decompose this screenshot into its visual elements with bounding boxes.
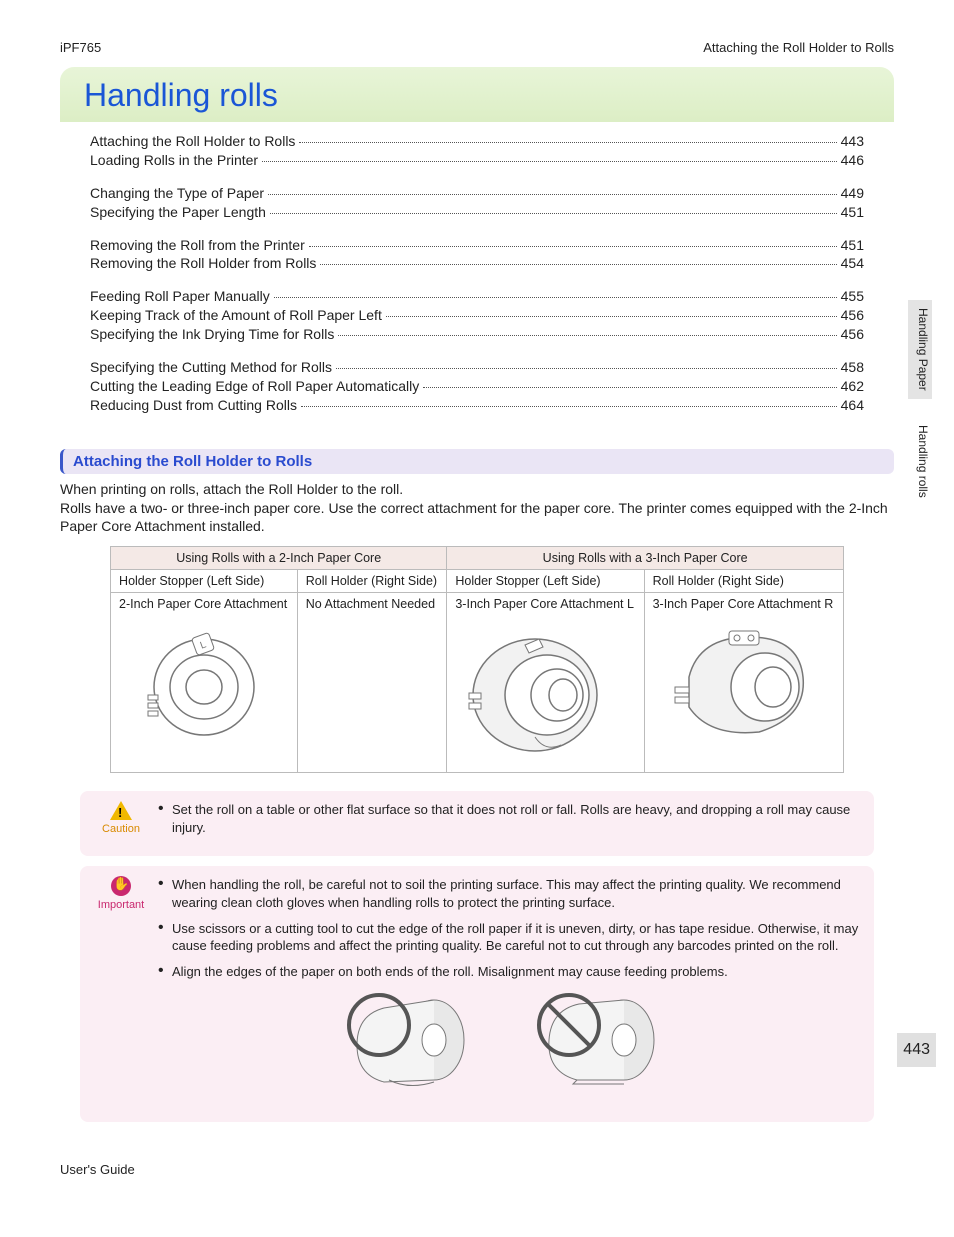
toc-line[interactable]: Attaching the Roll Holder to Rolls 443 xyxy=(90,132,864,151)
toc-title: Loading Rolls in the Printer xyxy=(90,151,258,170)
toc-title: Cutting the Leading Edge of Roll Paper A… xyxy=(90,377,419,396)
toc-page: 443 xyxy=(841,132,864,151)
page-header: iPF765 Attaching the Roll Holder to Roll… xyxy=(60,40,894,55)
attachment-2inch-illustration: L xyxy=(144,617,264,747)
toc-title: Removing the Roll Holder from Rolls xyxy=(90,254,316,273)
attachment-3inch-r-illustration xyxy=(669,617,819,757)
table-row-a: 2-Inch Paper Core Attachment xyxy=(119,597,287,611)
toc-page: 462 xyxy=(841,377,864,396)
toc-line[interactable]: Loading Rolls in the Printer 446 xyxy=(90,151,864,170)
table-of-contents: Attaching the Roll Holder to Rolls443Loa… xyxy=(60,126,894,443)
page-title: Handling rolls xyxy=(84,77,870,114)
header-left: iPF765 xyxy=(60,40,101,55)
page-number: 443 xyxy=(897,1033,936,1067)
toc-title: Specifying the Paper Length xyxy=(90,203,266,222)
table-sub-a: Holder Stopper (Left Side) xyxy=(111,570,298,593)
table-sub-d: Roll Holder (Right Side) xyxy=(644,570,843,593)
toc-page: 451 xyxy=(841,236,864,255)
toc-page: 454 xyxy=(841,254,864,273)
important-item: When handling the roll, be careful not t… xyxy=(158,876,860,911)
table-sub-b: Roll Holder (Right Side) xyxy=(297,570,447,593)
table-row-c: 3-Inch Paper Core Attachment L xyxy=(455,597,634,611)
table-head-3inch: Using Rolls with a 3-Inch Paper Core xyxy=(447,547,844,570)
toc-title: Specifying the Ink Drying Time for Rolls xyxy=(90,325,334,344)
side-tabs: Handling Paper Handling rolls xyxy=(908,300,932,505)
toc-title: Reducing Dust from Cutting Rolls xyxy=(90,396,297,415)
toc-page: 464 xyxy=(841,396,864,415)
title-banner: Handling rolls xyxy=(60,67,894,122)
toc-page: 456 xyxy=(841,306,864,325)
toc-line[interactable]: Removing the Roll Holder from Rolls 454 xyxy=(90,254,864,273)
roll-aligned-illustration xyxy=(339,990,489,1090)
side-tab-handling-rolls[interactable]: Handling rolls xyxy=(908,417,932,506)
toc-title: Changing the Type of Paper xyxy=(90,184,264,203)
attachment-3inch-l-illustration xyxy=(465,617,625,767)
intro-text: When printing on rolls, attach the Roll … xyxy=(60,480,894,537)
toc-line[interactable]: Specifying the Ink Drying Time for Rolls… xyxy=(90,325,864,344)
toc-page: 449 xyxy=(841,184,864,203)
side-tab-handling-paper[interactable]: Handling Paper xyxy=(908,300,932,399)
header-right: Attaching the Roll Holder to Rolls xyxy=(703,40,894,55)
footer-left: User's Guide xyxy=(60,1162,135,1177)
table-row-d: 3-Inch Paper Core Attachment R xyxy=(653,597,834,611)
toc-line[interactable]: Reducing Dust from Cutting Rolls 464 xyxy=(90,396,864,415)
toc-page: 456 xyxy=(841,325,864,344)
toc-line[interactable]: Keeping Track of the Amount of Roll Pape… xyxy=(90,306,864,325)
toc-page: 451 xyxy=(841,203,864,222)
toc-line[interactable]: Specifying the Paper Length 451 xyxy=(90,203,864,222)
toc-page: 458 xyxy=(841,358,864,377)
caution-icon xyxy=(110,801,132,820)
table-sub-c: Holder Stopper (Left Side) xyxy=(447,570,644,593)
toc-line[interactable]: Cutting the Leading Edge of Roll Paper A… xyxy=(90,377,864,396)
important-label: Important xyxy=(94,898,148,913)
toc-line[interactable]: Removing the Roll from the Printer 451 xyxy=(90,236,864,255)
caution-item: Set the roll on a table or other flat su… xyxy=(158,801,860,836)
toc-title: Removing the Roll from the Printer xyxy=(90,236,305,255)
table-row-b: No Attachment Needed xyxy=(306,597,435,611)
toc-page: 455 xyxy=(841,287,864,306)
table-head-2inch: Using Rolls with a 2-Inch Paper Core xyxy=(111,547,447,570)
attachment-table: Using Rolls with a 2-Inch Paper Core Usi… xyxy=(110,546,844,773)
important-item: Align the edges of the paper on both end… xyxy=(158,963,860,981)
important-icon xyxy=(111,876,131,896)
toc-title: Specifying the Cutting Method for Rolls xyxy=(90,358,332,377)
section-heading: Attaching the Roll Holder to Rolls xyxy=(60,449,894,474)
toc-page: 446 xyxy=(841,151,864,170)
toc-title: Keeping Track of the Amount of Roll Pape… xyxy=(90,306,382,325)
important-box: Important When handling the roll, be car… xyxy=(80,866,874,1122)
caution-box: Caution Set the roll on a table or other… xyxy=(80,791,874,856)
important-item: Use scissors or a cutting tool to cut th… xyxy=(158,920,860,955)
toc-line[interactable]: Feeding Roll Paper Manually 455 xyxy=(90,287,864,306)
caution-label: Caution xyxy=(94,822,148,837)
page-footer: User's Guide xyxy=(60,1162,894,1177)
toc-title: Feeding Roll Paper Manually xyxy=(90,287,270,306)
toc-line[interactable]: Specifying the Cutting Method for Rolls 4… xyxy=(90,358,864,377)
toc-line[interactable]: Changing the Type of Paper 449 xyxy=(90,184,864,203)
roll-misaligned-illustration xyxy=(529,990,679,1090)
toc-title: Attaching the Roll Holder to Rolls xyxy=(90,132,295,151)
